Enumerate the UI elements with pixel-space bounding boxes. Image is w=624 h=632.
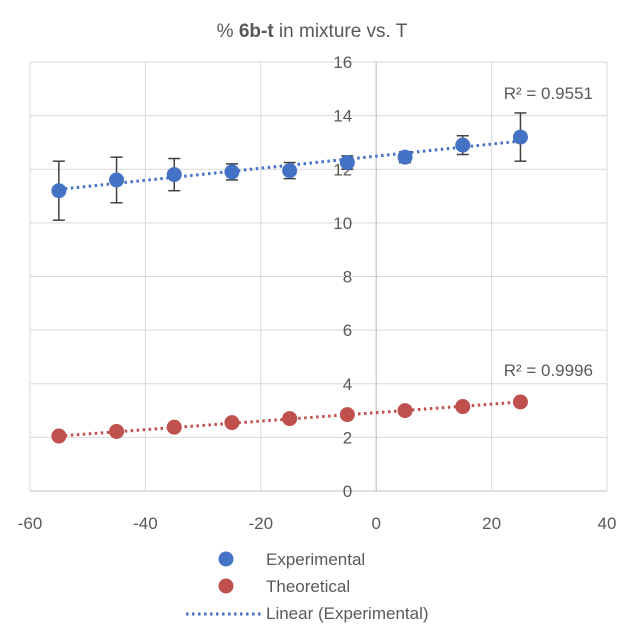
x-tick-label: -60 — [18, 514, 43, 533]
legend-label: Linear (Experimental) — [266, 604, 429, 623]
data-point-experimental — [282, 163, 298, 179]
y-tick-label: 16 — [333, 53, 352, 72]
data-point-experimental — [339, 155, 355, 171]
y-tick-label: 4 — [343, 375, 352, 394]
data-point-theoretical — [397, 403, 413, 419]
data-point-experimental — [109, 172, 125, 188]
data-point-theoretical — [512, 394, 528, 410]
legend: Experimental Theoretical Linear (Experimen… — [186, 550, 429, 623]
chart-title: % 6b-t in mixture vs. T — [217, 21, 408, 42]
data-point-experimental — [224, 164, 240, 180]
y-tick-label: 6 — [343, 321, 352, 340]
data-point-theoretical — [282, 411, 298, 427]
data-point-experimental — [512, 129, 528, 145]
data-point-experimental — [455, 137, 471, 153]
chart-title-suffix: in mixture vs. T — [274, 21, 408, 42]
data-point-theoretical — [339, 407, 355, 423]
chart-title-bold: 6b-t — [239, 21, 275, 42]
y-tick-label: 0 — [343, 482, 352, 501]
y-tick-label: 8 — [343, 268, 352, 287]
y-tick-label: 14 — [333, 107, 352, 126]
legend-marker-theoretical — [218, 578, 234, 594]
r-squared-label: R² = 0.9551 — [504, 84, 593, 103]
data-point-theoretical — [109, 423, 125, 439]
x-tick-label: 0 — [371, 514, 380, 533]
legend-item: Linear (Experimental) — [186, 604, 429, 623]
data-point-theoretical — [224, 415, 240, 431]
legend-item: Theoretical — [218, 577, 350, 596]
data-point-theoretical — [51, 428, 67, 444]
data-point-experimental — [51, 183, 67, 199]
r-squared-label: R² = 0.9996 — [504, 361, 593, 380]
x-tick-label: -20 — [249, 514, 274, 533]
data-point-experimental — [166, 167, 182, 183]
y-tick-label: 2 — [343, 428, 352, 447]
data-point-theoretical — [166, 419, 182, 435]
chart-title-prefix: % — [217, 21, 239, 42]
x-tick-label: 20 — [482, 514, 501, 533]
x-tick-label: -40 — [133, 514, 158, 533]
legend-label: Theoretical — [266, 577, 350, 596]
legend-marker-experimental — [218, 551, 234, 567]
x-tick-label: 40 — [598, 514, 617, 533]
y-tick-label: 10 — [333, 214, 352, 233]
data-point-experimental — [397, 149, 413, 165]
legend-item: Experimental — [218, 550, 365, 569]
legend-label: Experimental — [266, 550, 365, 569]
data-point-theoretical — [455, 399, 471, 415]
trendline-theoretical — [58, 400, 521, 438]
